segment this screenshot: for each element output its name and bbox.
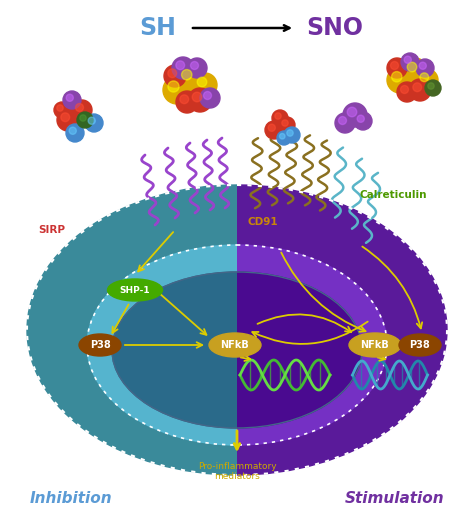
Circle shape [176, 61, 185, 69]
Circle shape [191, 61, 199, 69]
Circle shape [343, 103, 367, 127]
Circle shape [187, 58, 207, 78]
Circle shape [404, 56, 411, 63]
Circle shape [200, 88, 220, 108]
Circle shape [280, 133, 285, 139]
Circle shape [409, 79, 431, 101]
Circle shape [66, 94, 73, 101]
Ellipse shape [87, 245, 387, 445]
Circle shape [192, 92, 202, 102]
Ellipse shape [349, 333, 401, 357]
Circle shape [272, 110, 288, 126]
Circle shape [63, 91, 81, 109]
Circle shape [401, 85, 409, 94]
Circle shape [387, 67, 413, 93]
Circle shape [425, 80, 441, 96]
Text: SH: SH [139, 16, 176, 40]
Circle shape [203, 91, 211, 100]
Circle shape [69, 127, 76, 134]
Circle shape [354, 112, 372, 130]
Circle shape [277, 131, 291, 145]
Circle shape [420, 73, 428, 82]
Ellipse shape [27, 185, 447, 475]
Circle shape [387, 58, 407, 78]
Circle shape [75, 104, 83, 111]
Circle shape [282, 120, 288, 126]
Ellipse shape [209, 333, 261, 357]
Circle shape [401, 53, 419, 71]
Circle shape [188, 88, 212, 112]
Text: Inhibition: Inhibition [30, 491, 113, 505]
Circle shape [57, 109, 79, 131]
Circle shape [284, 127, 300, 143]
Circle shape [397, 82, 417, 102]
Ellipse shape [79, 334, 121, 356]
Circle shape [416, 69, 438, 91]
Circle shape [172, 57, 194, 79]
Text: Stimulation: Stimulation [345, 491, 444, 505]
Circle shape [54, 102, 70, 118]
Circle shape [403, 58, 427, 82]
Ellipse shape [108, 279, 163, 301]
Circle shape [177, 65, 203, 91]
Circle shape [163, 76, 191, 104]
Circle shape [197, 77, 207, 87]
Text: P38: P38 [410, 340, 430, 350]
Circle shape [265, 121, 283, 139]
Circle shape [416, 59, 434, 77]
Circle shape [193, 73, 217, 97]
Circle shape [391, 61, 399, 69]
Circle shape [61, 113, 70, 122]
Circle shape [176, 91, 198, 113]
Circle shape [275, 113, 281, 119]
Circle shape [57, 105, 63, 111]
Text: P38: P38 [90, 340, 110, 350]
Circle shape [168, 69, 177, 78]
Ellipse shape [399, 334, 441, 356]
Circle shape [182, 69, 192, 80]
Circle shape [347, 107, 357, 117]
Circle shape [357, 115, 365, 122]
Text: SNO: SNO [307, 16, 364, 40]
Text: NFkB: NFkB [361, 340, 389, 350]
Circle shape [164, 65, 186, 87]
Circle shape [413, 83, 422, 91]
Ellipse shape [112, 272, 362, 428]
Circle shape [407, 62, 417, 72]
Circle shape [66, 124, 84, 142]
Circle shape [168, 81, 179, 92]
Circle shape [392, 72, 402, 82]
Ellipse shape [27, 185, 447, 475]
Circle shape [279, 117, 295, 133]
Circle shape [85, 114, 103, 132]
Circle shape [180, 95, 189, 104]
Circle shape [335, 113, 355, 133]
Text: NFkB: NFkB [220, 340, 249, 350]
Circle shape [287, 130, 293, 136]
Circle shape [72, 100, 92, 120]
Ellipse shape [87, 245, 387, 445]
Text: SHP-1: SHP-1 [120, 286, 150, 294]
Ellipse shape [112, 272, 362, 428]
Circle shape [428, 83, 434, 89]
Text: Pro-inflammatory
mediators: Pro-inflammatory mediators [198, 462, 276, 481]
Circle shape [419, 62, 426, 69]
Circle shape [77, 112, 93, 128]
Circle shape [268, 124, 275, 131]
Circle shape [80, 115, 86, 121]
Text: Calreticulin: Calreticulin [360, 190, 428, 200]
Text: SIRP: SIRP [38, 225, 65, 235]
Circle shape [88, 117, 95, 124]
Text: CD91: CD91 [248, 217, 279, 227]
Circle shape [338, 117, 346, 125]
